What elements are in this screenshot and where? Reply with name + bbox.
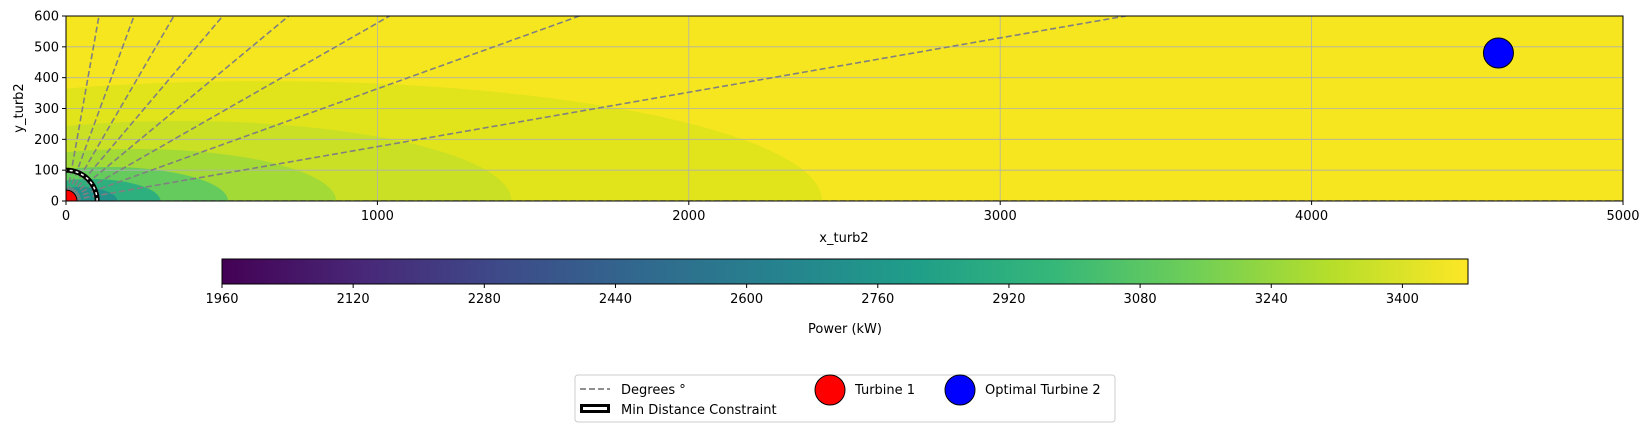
y-tick-label: 600: [34, 10, 59, 25]
legend: Degrees ° Min Distance Constraint Turbin…: [574, 374, 1116, 423]
x-tick-label: 5000: [1606, 209, 1639, 224]
legend-turbine-1-marker: [814, 374, 846, 406]
colorbar-tick-label: 2120: [337, 292, 370, 307]
y-tick-label: 500: [34, 40, 59, 55]
degree-lines: [66, 16, 1623, 201]
colorbar-tick-label: 2440: [599, 292, 632, 307]
heatmap-field: [66, 16, 1623, 201]
colorbar-label: Power (kW): [808, 322, 882, 337]
x-tick-label: 3000: [984, 209, 1017, 224]
colorbar-tick-label: 3240: [1255, 292, 1288, 307]
colorbar-tick-label: 2920: [992, 292, 1025, 307]
x-tick-label: 4000: [1295, 209, 1328, 224]
x-axis-ticks: 0 1000 2000 3000 4000 5000: [62, 201, 1640, 224]
y-tick-label: 0: [51, 195, 59, 210]
y-tick-label: 100: [34, 164, 59, 179]
grid: [66, 16, 1623, 201]
legend-optimal-turbine-2-marker: [944, 374, 976, 406]
legend-degrees-label: Degrees °: [621, 383, 686, 398]
y-axis-label: y_turb2: [12, 83, 27, 132]
colorbar-tick-label: 2760: [861, 292, 894, 307]
y-axis-ticks: 0 100 200 300 400 500 600: [34, 10, 66, 210]
turbine-1-marker: [66, 189, 78, 201]
y-tick-label: 400: [34, 71, 59, 86]
legend-turbine-1-label: Turbine 1: [854, 383, 915, 398]
wake-contour: [66, 187, 118, 201]
x-tick-label: 2000: [672, 209, 705, 224]
y-tick-label: 300: [34, 102, 59, 117]
legend-constraint-label: Min Distance Constraint: [621, 403, 777, 418]
colorbar-tick-label: 3080: [1124, 292, 1157, 307]
x-tick-label: 1000: [361, 209, 394, 224]
degree-line: [66, 16, 1131, 201]
colorbar: 1960 2120 2280 2440 2600 2760 2920 3080 3240 3400…: [205, 258, 1469, 337]
colorbar-gradient: [221, 258, 1469, 285]
colorbar-tick-label: 3400: [1386, 292, 1419, 307]
legend-frame: [574, 374, 1116, 423]
legend-optimal-turbine-2-label: Optimal Turbine 2: [985, 383, 1101, 398]
colorbar-ticks: 1960 2120 2280 2440 2600 2760 2920 3080 3240 3400: [205, 284, 1419, 307]
x-tick-label: 0: [62, 209, 70, 224]
y-tick-label: 200: [34, 133, 59, 148]
min-distance-constraint: [66, 167, 100, 201]
colorbar-tick-label: 2280: [468, 292, 501, 307]
constraint-arc-inner: [66, 169, 98, 201]
colorbar-tick-label: 2600: [730, 292, 763, 307]
x-axis-label: x_turb2: [819, 231, 868, 246]
optimal-turbine-2-marker: [1482, 37, 1514, 69]
legend-constraint-swatch-inner: [583, 407, 607, 410]
colorbar-tick-label: 1960: [205, 292, 238, 307]
